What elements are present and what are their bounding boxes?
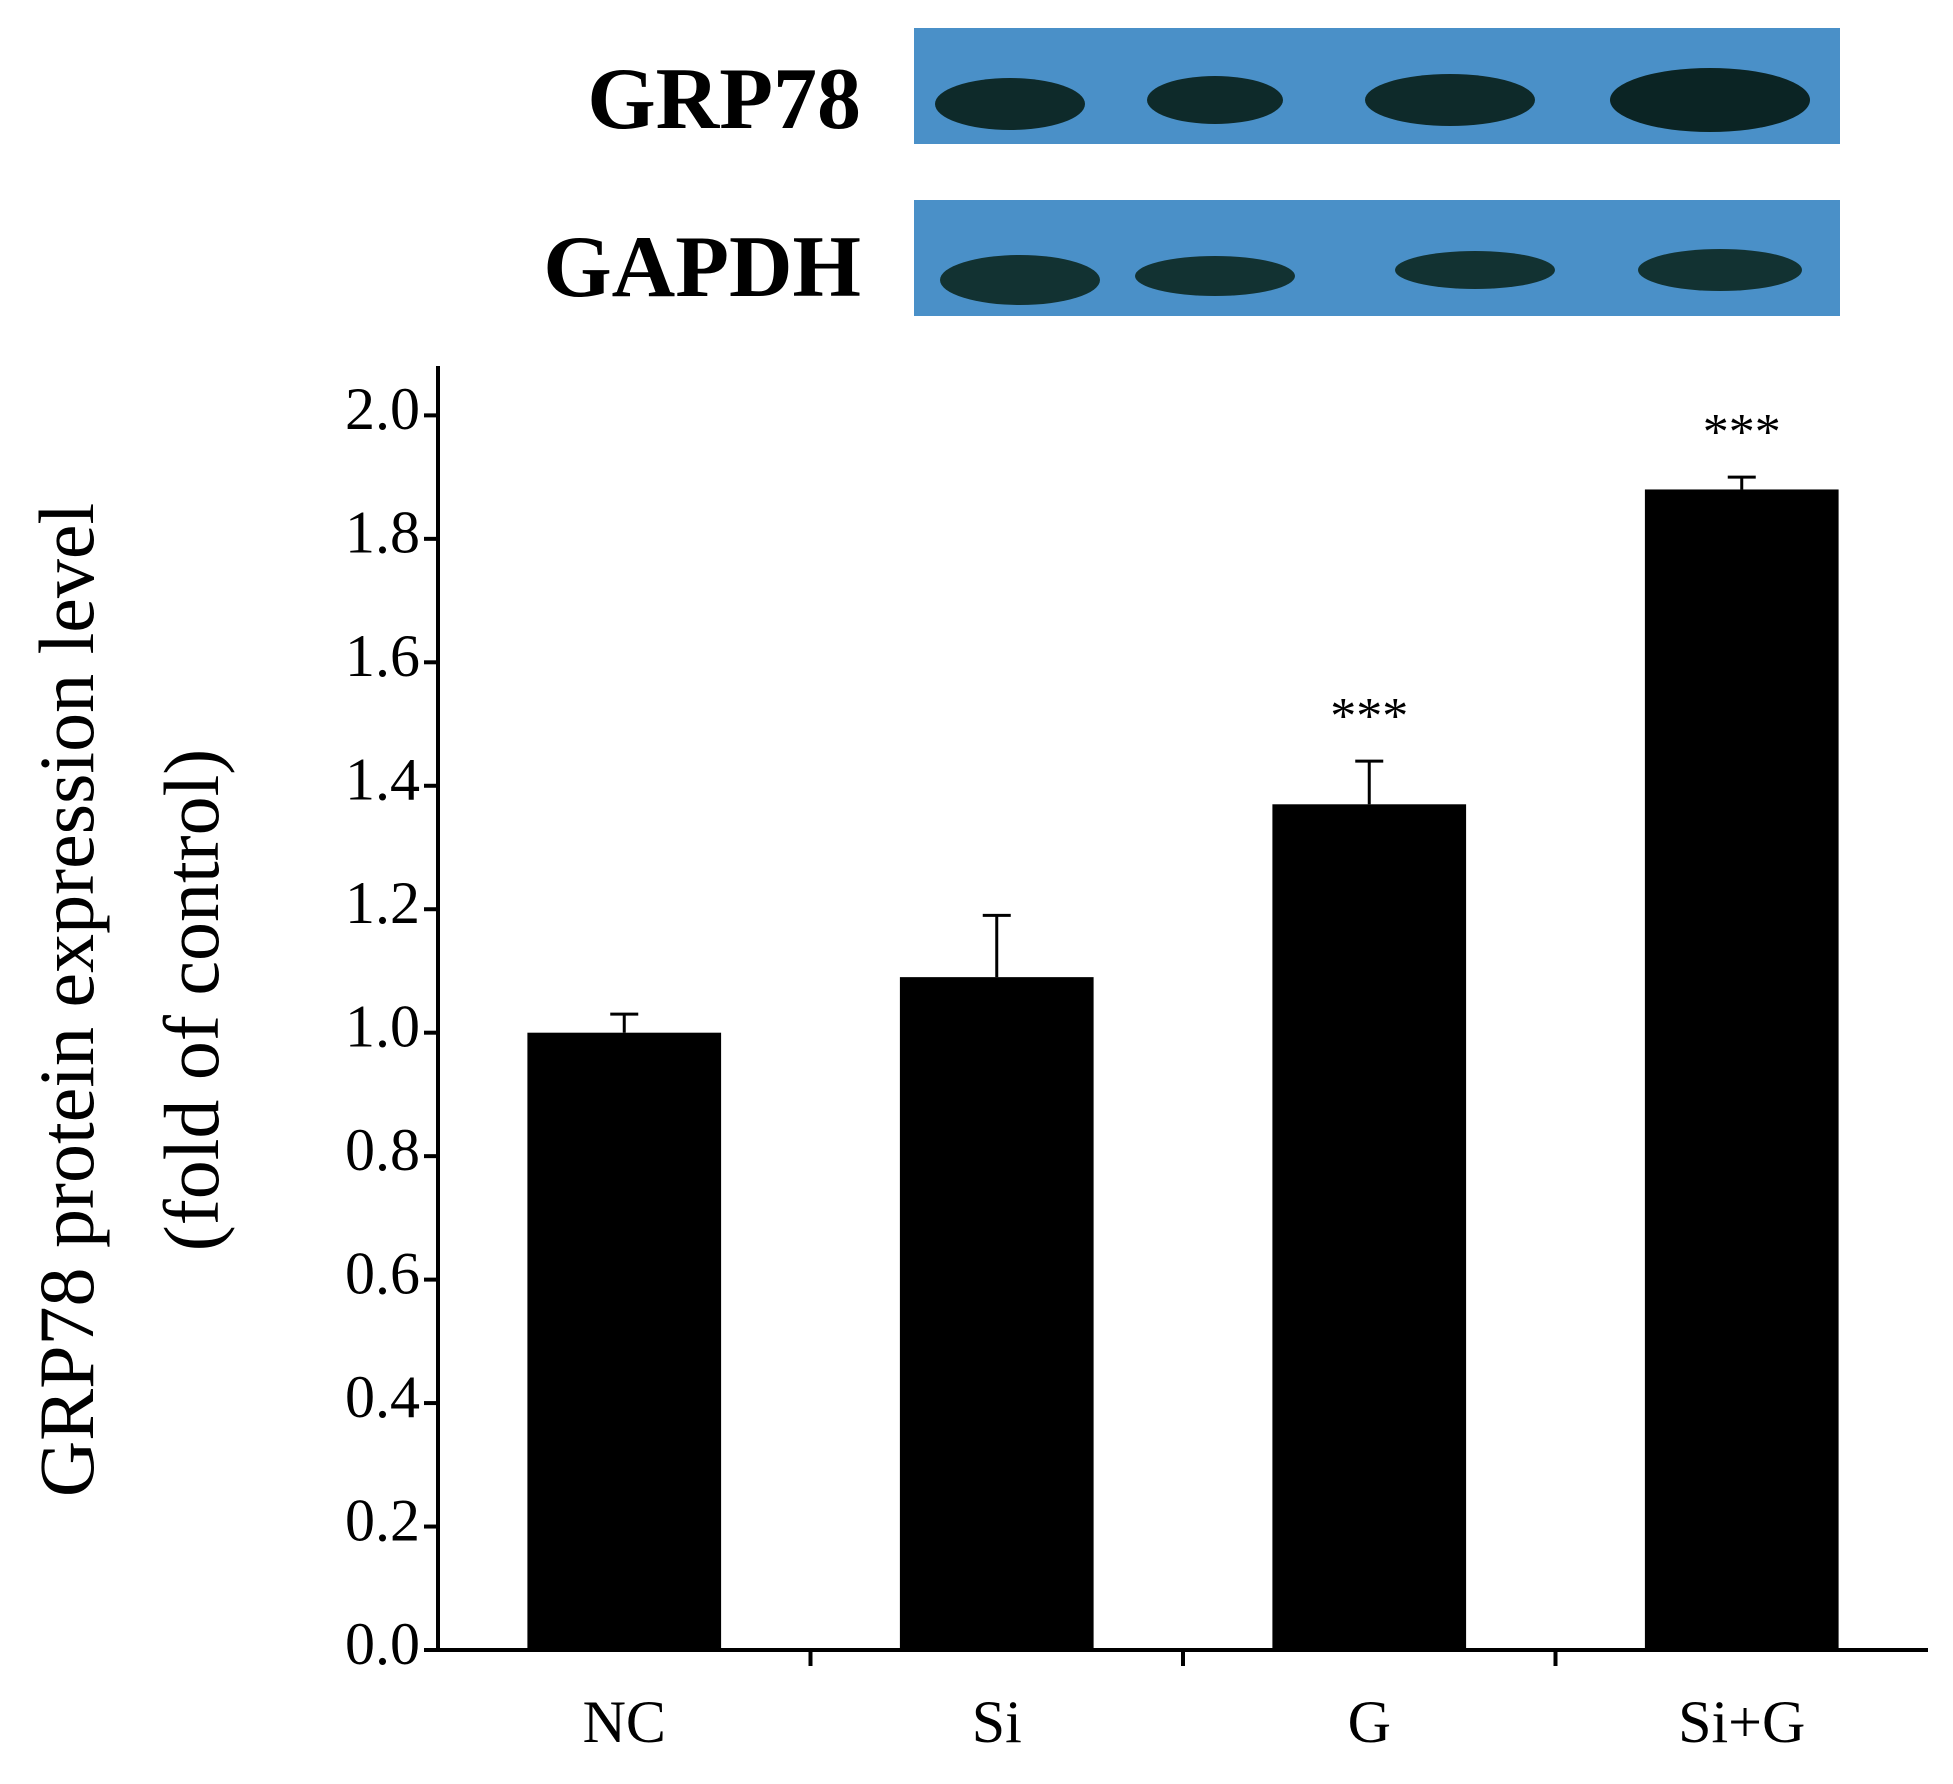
y-tick-label: 1.8	[345, 500, 420, 566]
y-tick-label: 1.2	[345, 870, 420, 936]
y-axis-label: (fold of control)	[148, 749, 235, 1252]
y-axis-label: GRP78 protein expression level	[23, 503, 110, 1497]
bar	[1272, 804, 1467, 1650]
band	[1152, 91, 1176, 109]
y-tick-label: 2.0	[345, 376, 420, 442]
significance-label: ***	[1330, 688, 1408, 745]
band	[1610, 68, 1810, 132]
x-tick-label: Si+G	[1678, 1689, 1805, 1755]
band	[1365, 74, 1535, 126]
band	[940, 255, 1100, 305]
y-tick-label: 1.6	[345, 623, 420, 689]
y-tick-label: 0.2	[345, 1487, 420, 1553]
bar	[1644, 489, 1839, 1650]
x-tick-label: NC	[583, 1689, 666, 1755]
x-tick-label: Si	[972, 1689, 1022, 1755]
y-tick-label: 1.0	[345, 993, 420, 1059]
significance-label: ***	[1703, 404, 1781, 461]
blot-label: GRP78	[587, 51, 861, 148]
band	[1135, 256, 1295, 296]
y-tick-label: 0.8	[345, 1117, 420, 1183]
band	[935, 78, 1085, 130]
blot-label: GAPDH	[543, 219, 861, 316]
x-tick-label: G	[1348, 1689, 1391, 1755]
bar	[527, 1032, 722, 1650]
band	[1638, 249, 1802, 291]
y-tick-label: 0.4	[345, 1364, 420, 1430]
y-tick-label: 0.0	[345, 1611, 420, 1677]
band	[1395, 251, 1555, 289]
y-tick-label: 0.6	[345, 1240, 420, 1306]
western-blot	[914, 28, 1840, 316]
bar	[899, 977, 1094, 1650]
y-tick-label: 1.4	[345, 747, 420, 813]
band	[1147, 76, 1283, 124]
